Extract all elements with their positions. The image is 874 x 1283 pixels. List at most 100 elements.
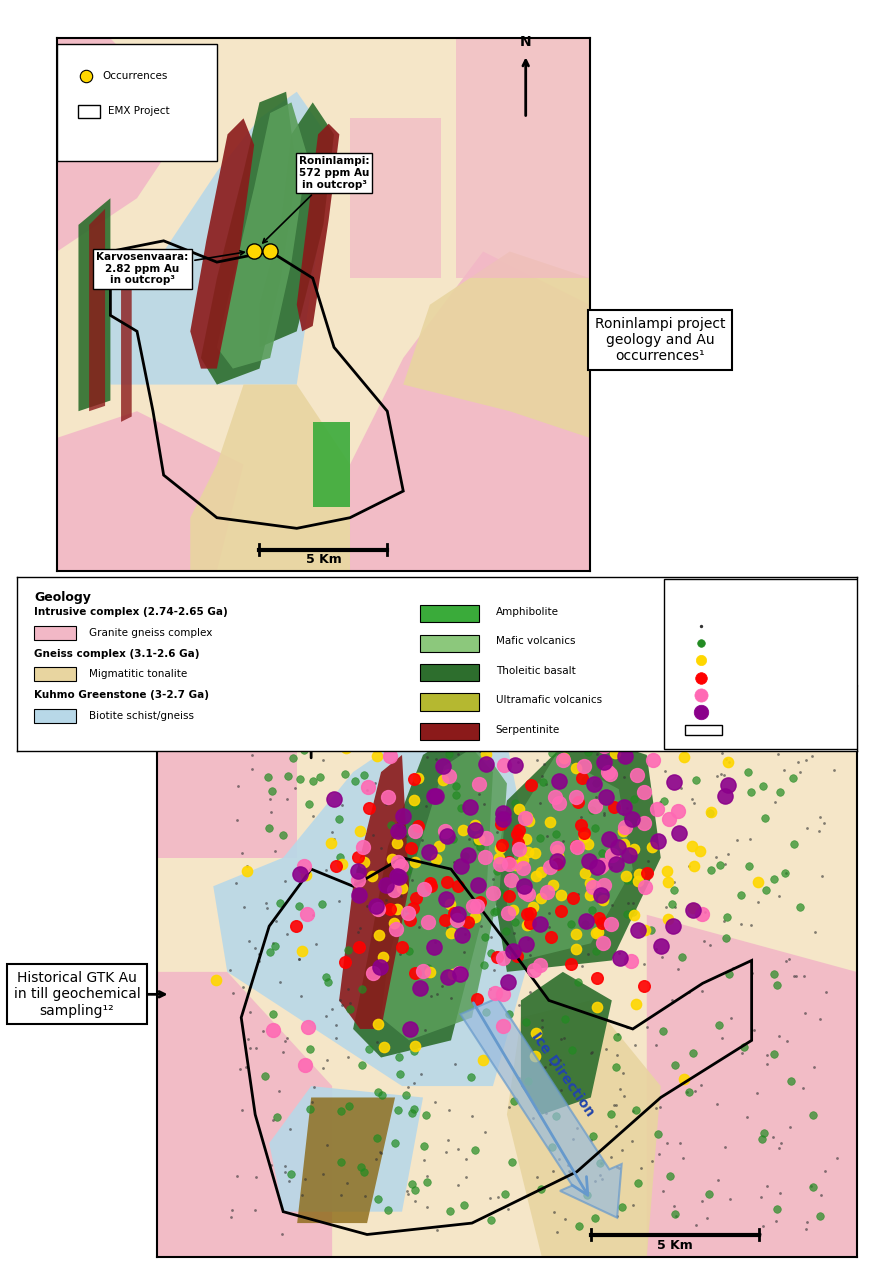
- Point: [789, 966, 803, 987]
- Polygon shape: [269, 1085, 423, 1211]
- Point: [314, 767, 328, 788]
- Bar: [79, 105, 100, 118]
- Point: [773, 887, 787, 907]
- Point: [307, 1076, 321, 1097]
- Point: [401, 1076, 415, 1097]
- Point: [252, 951, 266, 971]
- Point: [768, 792, 782, 812]
- Point: [597, 736, 611, 757]
- Point: [267, 1020, 281, 1041]
- Point: [506, 899, 520, 920]
- Point: [607, 1094, 621, 1115]
- Point: [460, 1166, 474, 1187]
- Point: [444, 988, 458, 1008]
- Point: [511, 839, 525, 860]
- Point: [496, 754, 510, 775]
- Point: [796, 966, 810, 987]
- Text: Biotite schist/gneiss: Biotite schist/gneiss: [89, 711, 194, 721]
- Point: [714, 763, 728, 784]
- Point: [813, 1008, 827, 1029]
- Point: [703, 803, 717, 824]
- Point: [272, 1080, 286, 1101]
- Point: [381, 786, 395, 807]
- Point: [370, 1128, 384, 1148]
- Point: [548, 786, 562, 807]
- Point: [366, 825, 380, 845]
- Point: [472, 784, 486, 804]
- Point: [586, 774, 600, 794]
- Point: [799, 751, 813, 771]
- Point: [676, 1148, 690, 1169]
- Point: [295, 940, 309, 961]
- Point: [550, 854, 564, 875]
- Point: [487, 960, 501, 980]
- Point: [530, 870, 544, 890]
- Point: [584, 1043, 598, 1064]
- Text: 2,9 - 4,2: 2,9 - 4,2: [735, 672, 775, 683]
- Point: [610, 1157, 624, 1178]
- Point: [722, 964, 736, 984]
- Point: [496, 984, 510, 1005]
- Point: [619, 866, 633, 887]
- Point: [777, 760, 791, 780]
- Bar: [34, 667, 76, 681]
- Point: [489, 861, 503, 881]
- Point: [734, 885, 748, 906]
- Point: [528, 843, 542, 863]
- Point: [464, 1066, 478, 1087]
- Point: [658, 761, 672, 781]
- Point: [606, 896, 620, 916]
- Point: [746, 1019, 760, 1039]
- FancyBboxPatch shape: [57, 44, 217, 160]
- Point: [653, 1143, 667, 1164]
- Point: [534, 1179, 548, 1200]
- Point: [476, 1049, 490, 1070]
- Point: [532, 955, 546, 975]
- Point: [396, 898, 410, 919]
- Point: [645, 1151, 659, 1171]
- Point: [642, 851, 656, 871]
- Point: [276, 1042, 290, 1062]
- Point: [542, 902, 556, 922]
- Point: [478, 926, 492, 947]
- Point: [676, 1069, 690, 1089]
- Point: [424, 876, 438, 897]
- Point: [239, 1056, 253, 1076]
- Point: [572, 1215, 586, 1236]
- Point: [618, 745, 632, 766]
- Point: [521, 884, 535, 905]
- Point: [325, 821, 339, 842]
- Point: [421, 958, 435, 979]
- Point: [563, 1161, 577, 1182]
- Point: [672, 1133, 686, 1153]
- Point: [546, 874, 560, 894]
- Point: [420, 1171, 434, 1192]
- Point: [704, 802, 718, 822]
- Point: [502, 885, 516, 906]
- Point: [493, 881, 507, 902]
- Point: [418, 1020, 432, 1041]
- Point: [359, 896, 373, 916]
- Point: [289, 916, 303, 937]
- Point: [392, 1100, 406, 1120]
- Point: [478, 847, 492, 867]
- Point: [496, 1016, 510, 1037]
- Point: [436, 756, 450, 776]
- Polygon shape: [201, 92, 297, 385]
- Point: [757, 1123, 771, 1143]
- Point: [399, 1085, 413, 1106]
- Point: [442, 1100, 456, 1120]
- Point: [469, 989, 483, 1010]
- Bar: [420, 606, 479, 622]
- Point: [483, 979, 497, 999]
- Point: [268, 910, 282, 930]
- Point: [391, 852, 405, 872]
- Point: [387, 880, 401, 901]
- Point: [506, 942, 520, 962]
- Point: [659, 734, 673, 754]
- Point: [278, 1032, 292, 1052]
- Point: [352, 885, 366, 906]
- Point: [535, 766, 549, 786]
- Polygon shape: [493, 733, 661, 973]
- Point: [521, 842, 535, 862]
